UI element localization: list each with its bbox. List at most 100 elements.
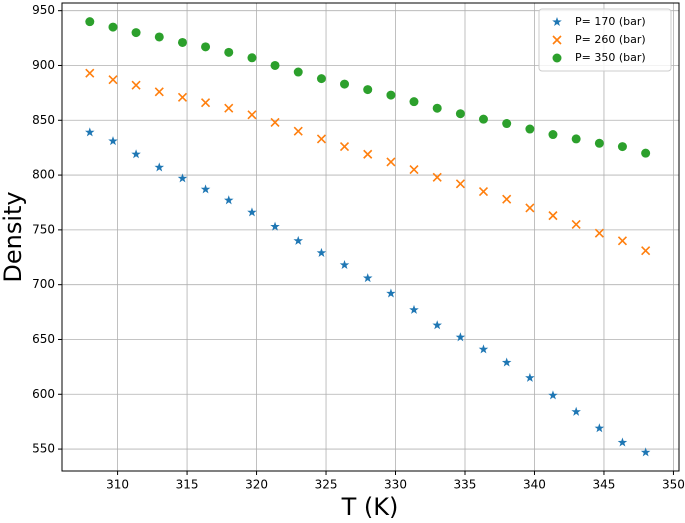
- y-tick-label: 700: [32, 277, 55, 291]
- point: [316, 74, 326, 84]
- y-tick-label: 600: [32, 387, 55, 401]
- point: [386, 157, 396, 167]
- point: [432, 320, 442, 330]
- point: [363, 149, 373, 159]
- point: [247, 53, 257, 63]
- point: [154, 32, 164, 42]
- point: [525, 203, 535, 213]
- point: [571, 406, 581, 416]
- point: [316, 134, 327, 144]
- point: [85, 68, 95, 78]
- legend-label: P= 350 (bar): [575, 51, 646, 64]
- point: [85, 17, 95, 27]
- point: [386, 288, 396, 298]
- y-tick-label: 950: [32, 3, 55, 17]
- legend-marker: [552, 17, 562, 27]
- y-tick-label: 850: [32, 113, 55, 127]
- point: [617, 437, 628, 447]
- point: [502, 194, 512, 204]
- point: [270, 117, 280, 128]
- point: [131, 28, 141, 38]
- y-tick-label: 800: [32, 168, 55, 182]
- x-tick-label: 315: [176, 478, 199, 492]
- point: [502, 119, 512, 129]
- point: [641, 246, 651, 256]
- point: [525, 124, 535, 134]
- point: [478, 344, 489, 354]
- point: [548, 211, 558, 221]
- point: [571, 134, 581, 144]
- x-axis-label: T (K): [341, 493, 399, 521]
- x-tick-label: 310: [106, 478, 129, 492]
- point: [409, 165, 419, 175]
- point: [594, 423, 605, 433]
- point: [617, 142, 627, 152]
- point: [478, 114, 488, 124]
- point: [432, 103, 442, 113]
- plot-frame: [61, 2, 680, 472]
- point: [594, 138, 604, 148]
- x-tick-label: 330: [384, 478, 407, 492]
- point: [363, 85, 373, 95]
- point: [293, 235, 303, 245]
- point: [501, 357, 512, 367]
- point: [386, 90, 396, 100]
- point: [478, 186, 489, 197]
- point: [108, 136, 118, 146]
- legend: P= 170 (bar) P= 260 (bar) P= 350 (bar): [538, 8, 672, 72]
- x-tick-label: 325: [315, 478, 338, 492]
- legend-label: P= 260 (bar): [575, 33, 646, 46]
- point: [85, 127, 95, 137]
- x-tick-label: 350: [662, 478, 685, 492]
- point: [409, 304, 419, 314]
- point: [455, 179, 465, 189]
- point: [432, 172, 442, 182]
- point: [362, 273, 373, 283]
- point: [339, 142, 350, 152]
- point: [340, 79, 350, 89]
- point: [200, 184, 211, 194]
- point: [293, 67, 303, 77]
- point: [177, 37, 187, 47]
- point: [131, 149, 141, 159]
- point: [201, 42, 211, 52]
- point: [247, 110, 257, 120]
- point: [293, 126, 303, 136]
- y-tick-label: 750: [32, 222, 55, 236]
- legend-marker: [552, 53, 562, 63]
- point: [200, 98, 211, 108]
- point: [131, 80, 141, 90]
- y-tick-label: 550: [32, 442, 55, 456]
- point: [455, 332, 466, 342]
- x-tick-label: 345: [593, 478, 616, 492]
- x-tick-label: 335: [454, 478, 477, 492]
- y-axis-label: Density: [0, 191, 27, 282]
- point: [455, 109, 465, 119]
- point: [177, 92, 188, 102]
- point: [316, 247, 327, 257]
- point: [108, 22, 118, 32]
- point: [617, 236, 628, 246]
- point: [177, 173, 188, 183]
- point: [270, 60, 280, 70]
- point: [154, 162, 165, 172]
- point: [640, 447, 651, 457]
- point: [409, 97, 419, 107]
- point: [641, 148, 651, 158]
- point: [525, 372, 535, 382]
- point: [154, 87, 164, 97]
- point: [224, 103, 234, 113]
- point: [548, 390, 558, 400]
- point: [247, 207, 257, 217]
- point: [224, 47, 234, 57]
- point: [548, 130, 558, 140]
- legend-box: [538, 8, 672, 72]
- point: [270, 221, 280, 231]
- point: [339, 259, 350, 269]
- legend-label: P= 170 (bar): [575, 15, 646, 28]
- point: [594, 228, 604, 238]
- x-tick-label: 320: [245, 478, 268, 492]
- point: [108, 75, 118, 85]
- x-tick-label: 340: [523, 478, 546, 492]
